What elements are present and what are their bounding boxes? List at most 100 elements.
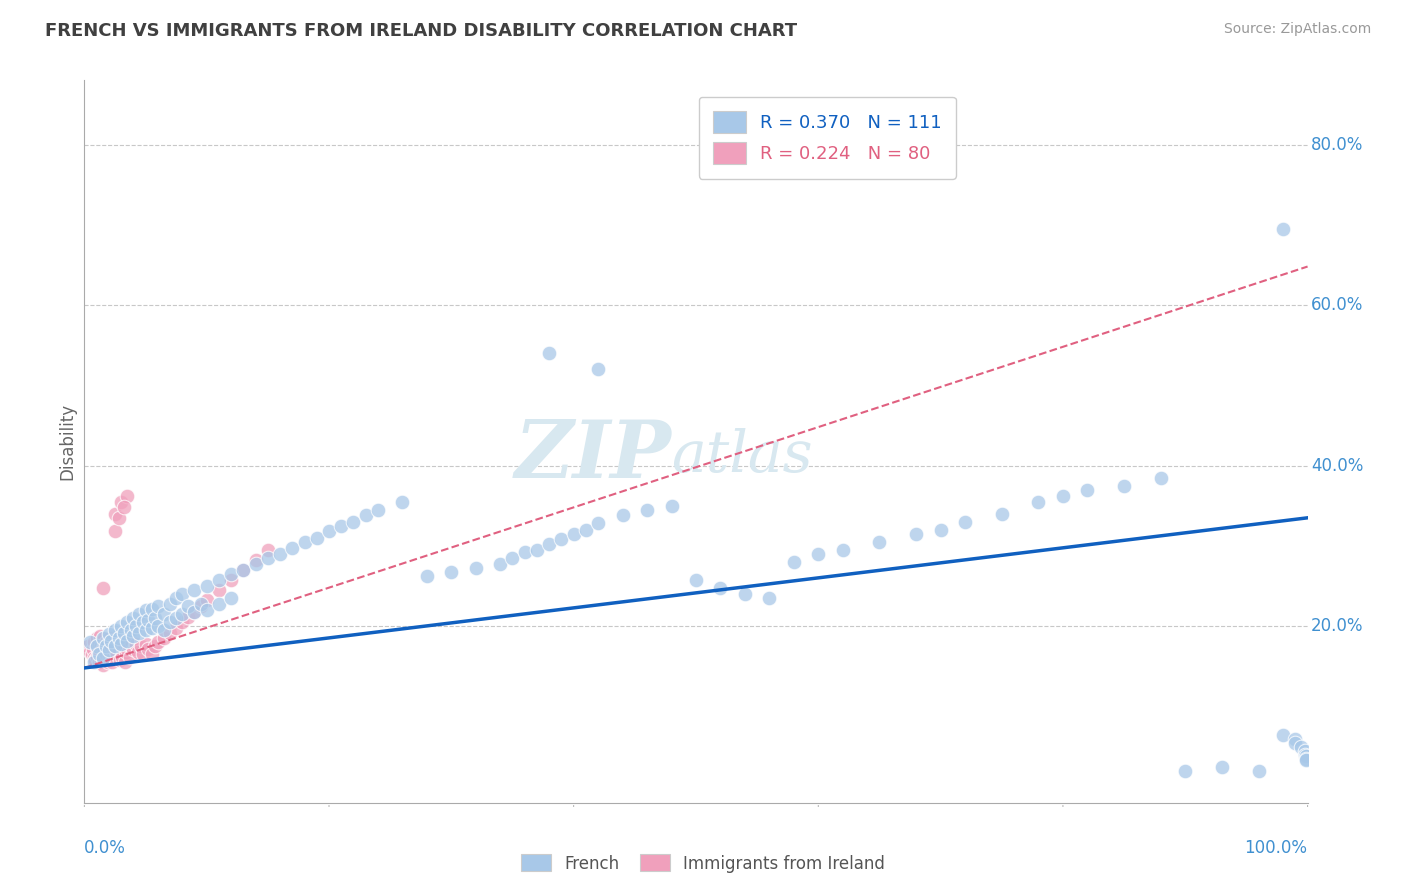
Point [79,645,101,659]
Point [127,645,149,659]
Point [118,649,141,664]
Point [502,551,524,566]
Point [107,633,129,648]
Point [90,639,112,653]
Point [305,531,328,545]
Point [100,633,122,648]
Point [90,653,112,667]
Point [1284,735,1306,749]
Text: 60.0%: 60.0% [1312,296,1364,314]
Point [83,635,105,649]
Point [87,648,110,662]
Point [122,641,145,656]
Point [257,551,280,566]
Point [208,597,231,611]
Point [183,605,205,619]
Point [120,633,142,648]
Point [112,625,135,640]
Point [86,639,108,653]
Point [177,599,200,614]
Point [107,632,129,646]
Point [101,655,124,669]
Point [108,653,131,667]
Point [104,507,127,521]
Point [146,635,169,649]
Point [685,573,707,587]
Point [94,639,117,653]
Point [115,641,138,656]
Point [86,649,108,664]
Point [115,489,138,503]
Point [115,615,138,630]
Point [183,583,205,598]
Point [440,565,463,579]
Point [190,599,212,614]
Point [159,625,181,640]
Point [105,648,128,662]
Point [89,648,111,662]
Legend: R = 0.370   N = 111, R = 0.224   N = 80: R = 0.370 N = 111, R = 0.224 N = 80 [699,96,956,178]
Point [97,632,120,646]
Point [83,651,105,665]
Point [104,623,127,637]
Point [136,613,159,627]
Point [135,623,157,637]
Point [953,515,976,529]
Point [1114,478,1136,492]
Point [195,593,218,607]
Point [165,611,187,625]
Point [143,639,166,653]
Point [129,639,152,653]
Point [1272,728,1295,742]
Point [136,641,159,656]
Point [115,633,138,648]
Point [1052,489,1074,503]
Point [1150,470,1173,484]
Point [94,653,117,667]
Point [86,639,108,653]
Point [141,621,163,635]
Point [991,507,1014,521]
Point [165,591,187,606]
Point [83,655,105,669]
Text: 20.0%: 20.0% [1312,617,1364,635]
Point [153,632,176,646]
Point [84,653,107,667]
Point [146,599,169,614]
Point [1294,744,1316,758]
Point [132,615,155,630]
Point [97,627,120,641]
Point [318,524,340,539]
Point [538,346,561,360]
Point [122,611,145,625]
Point [91,581,114,595]
Point [330,518,353,533]
Point [97,641,120,656]
Point [636,502,658,516]
Point [294,534,316,549]
Text: 40.0%: 40.0% [1312,457,1364,475]
Point [125,637,148,651]
Point [104,639,127,653]
Point [93,632,115,646]
Point [80,648,103,662]
Point [91,651,114,665]
Point [489,557,512,571]
Point [172,615,194,630]
Point [195,603,218,617]
Point [110,637,132,651]
Point [586,362,609,376]
Point [104,524,127,539]
Text: 0.0%: 0.0% [84,838,127,857]
Point [87,655,110,669]
Point [141,648,163,662]
Point [342,515,364,529]
Point [98,653,121,667]
Point [1295,749,1317,764]
Point [132,648,155,662]
Point [232,563,254,577]
Point [1247,764,1270,778]
Point [562,526,585,541]
Point [107,510,129,524]
Point [159,615,181,630]
